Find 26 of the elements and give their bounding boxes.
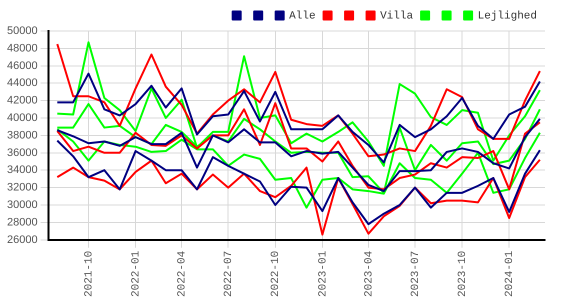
x-tick-label: 2023-10 [457,250,469,298]
y-tick-label: 30000 [6,199,38,212]
x-tick-label: 2023-07 [410,250,422,298]
legend-label: Villa [380,10,414,22]
y-tick-label: 38000 [6,129,38,142]
x-tick-label: 2022-04 [176,250,189,298]
x-tick-label: 2023-04 [363,250,376,298]
x-tick-label: 2021-10 [83,250,96,298]
y-tick-label: 36000 [6,146,38,159]
y-tick-label: 40000 [6,112,38,124]
y-tick-label: 26000 [6,234,38,246]
y-tick-label: 46000 [6,60,38,72]
y-tick-label: 28000 [6,216,38,228]
x-tick-label: 2022-10 [270,250,282,298]
legend-label: Alle [289,10,316,22]
y-tick-label: 48000 [6,42,38,54]
x-tick-label: 2022-01 [130,250,142,298]
x-tick-label: 2024-01 [504,250,516,298]
x-tick-label: 2022-07 [223,250,236,298]
y-tick-label: 44000 [6,77,38,90]
legend-label: Lejlighed [478,10,538,22]
y-tick-label: 32000 [6,182,38,194]
y-tick-label: 34000 [6,164,38,176]
y-tick-label: 50000 [6,25,38,38]
y-tick-label: 42000 [6,94,38,107]
x-tick-label: 2023-01 [317,250,330,298]
